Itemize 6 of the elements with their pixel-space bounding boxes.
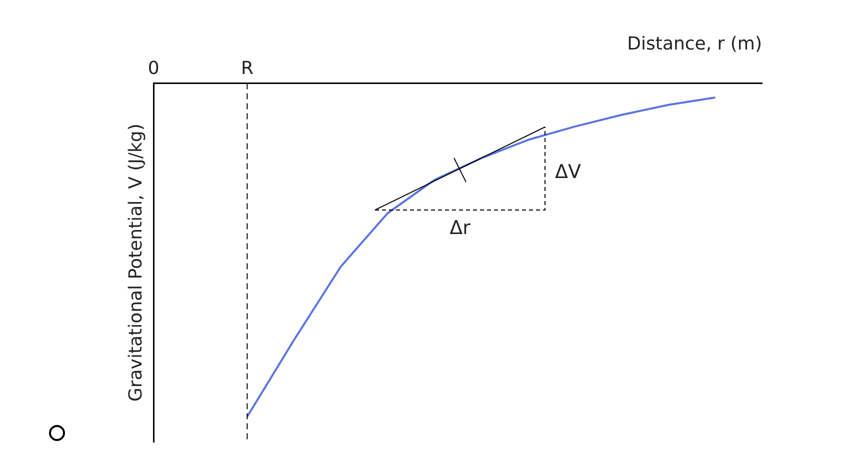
annotation: ΔV: [555, 161, 581, 183]
x-tick-label: 0: [148, 58, 160, 80]
annotation: Δr: [450, 217, 470, 239]
x-tick-label: R: [240, 58, 254, 80]
x-axis-title: Distance, r (m): [627, 33, 762, 54]
y-axis-title: Gravitational Potential, V (J/kg): [125, 124, 146, 402]
